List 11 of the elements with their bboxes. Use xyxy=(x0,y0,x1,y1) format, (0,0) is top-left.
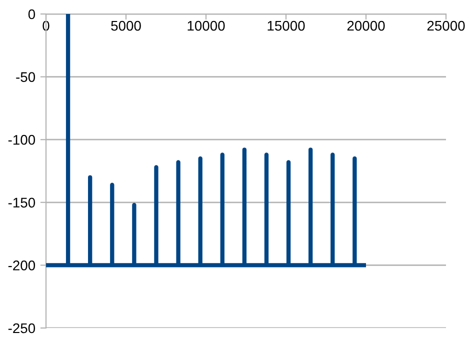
x-tick-label: 5000 xyxy=(111,20,141,31)
y-tick-label: -200 xyxy=(8,260,36,270)
x-tick-label: 25000 xyxy=(427,20,465,31)
y-tick-label: 0 xyxy=(28,9,36,20)
x-tick-label: 20000 xyxy=(347,20,385,31)
y-tick-label: -150 xyxy=(8,198,36,208)
y-tick-label: -50 xyxy=(16,72,36,82)
x-tick-label: 15000 xyxy=(268,20,305,31)
y-tick-label: -100 xyxy=(8,134,36,145)
x-tick-label: 10000 xyxy=(188,20,225,31)
y-tick-label: -250 xyxy=(8,323,36,334)
